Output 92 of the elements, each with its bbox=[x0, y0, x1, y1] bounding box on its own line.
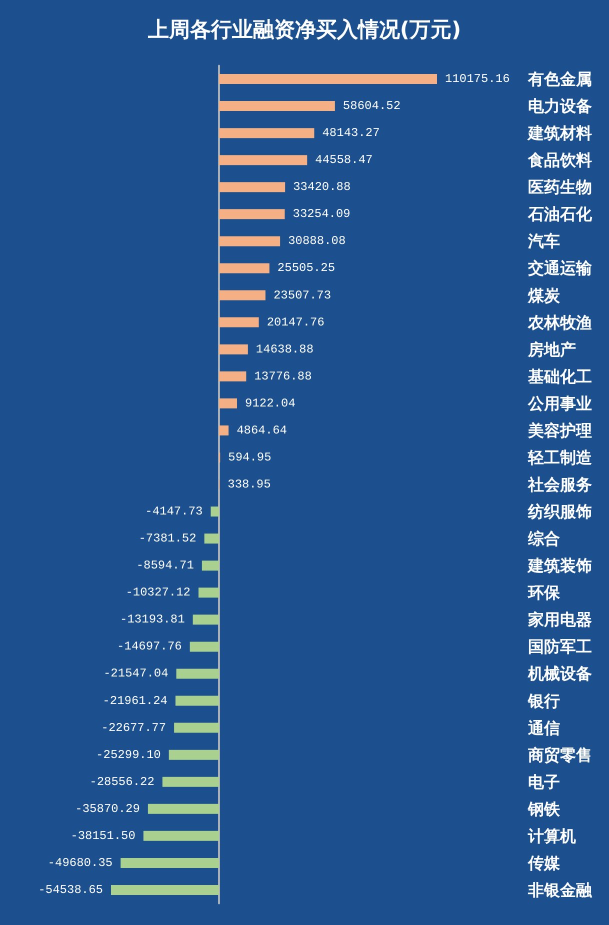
y-tick-label: 银行 bbox=[527, 691, 560, 710]
data-label: 23507.73 bbox=[273, 288, 332, 302]
y-tick-label: 计算机 bbox=[527, 826, 576, 846]
bar bbox=[218, 290, 266, 300]
y-tick-label: 电力设备 bbox=[528, 96, 592, 116]
data-label: -8594.71 bbox=[136, 558, 194, 573]
data-label: 594.95 bbox=[228, 450, 272, 464]
y-tick-label: 石油石化 bbox=[527, 204, 593, 224]
bar bbox=[174, 722, 219, 733]
y-tick-label: 环保 bbox=[527, 583, 561, 602]
bar bbox=[218, 209, 285, 220]
data-label: 4864.64 bbox=[236, 423, 287, 438]
data-label: -14697.76 bbox=[117, 640, 182, 654]
bar bbox=[162, 776, 219, 787]
y-tick-label: 交通运输 bbox=[527, 258, 593, 278]
bar bbox=[218, 101, 335, 112]
data-label: 44558.47 bbox=[315, 153, 373, 168]
bar bbox=[111, 884, 219, 895]
bar bbox=[218, 182, 286, 192]
y-tick-label: 建筑装饰 bbox=[526, 556, 592, 576]
y-tick-label: 房地产 bbox=[527, 340, 576, 359]
y-tick-label: 煤炭 bbox=[527, 286, 561, 305]
y-tick-label: 家用电器 bbox=[527, 610, 592, 630]
y-tick-label: 建筑材料 bbox=[526, 124, 592, 143]
data-label: -10327.12 bbox=[126, 586, 191, 600]
y-tick-label: 钢铁 bbox=[527, 799, 561, 818]
y-tick-label: 社会服务 bbox=[527, 475, 592, 494]
data-label: -49680.35 bbox=[48, 856, 113, 870]
data-label: -21547.04 bbox=[103, 666, 168, 681]
bar bbox=[192, 614, 219, 625]
y-tick-label: 通信 bbox=[527, 718, 560, 738]
y-tick-label: 传媒 bbox=[527, 853, 561, 872]
y-tick-label: 美容护理 bbox=[527, 420, 592, 440]
data-label: 25505.25 bbox=[277, 261, 336, 276]
y-tick-label: 非银金融 bbox=[527, 880, 593, 900]
data-label: 33254.09 bbox=[292, 207, 350, 222]
bar bbox=[143, 830, 219, 841]
y-tick-label: 纺织服饰 bbox=[527, 502, 592, 522]
bar bbox=[218, 128, 314, 138]
data-label: 13776.88 bbox=[254, 369, 312, 384]
bar bbox=[202, 560, 219, 571]
data-label: 58604.52 bbox=[342, 99, 401, 114]
data-label: -4147.73 bbox=[145, 504, 203, 519]
data-label: 30888.08 bbox=[288, 234, 346, 248]
data-label: -35870.29 bbox=[75, 802, 140, 816]
y-tick-label: 综合 bbox=[527, 529, 560, 548]
data-label: -25299.10 bbox=[96, 748, 161, 762]
y-tick-label: 医药生物 bbox=[528, 178, 592, 197]
bar bbox=[218, 155, 308, 166]
data-label: 20147.76 bbox=[266, 315, 324, 330]
y-tick-label: 国防军工 bbox=[528, 637, 592, 656]
bar bbox=[218, 74, 437, 84]
bar bbox=[175, 696, 219, 706]
data-label: -54538.65 bbox=[38, 882, 103, 897]
data-label: -7381.52 bbox=[138, 532, 196, 546]
bar bbox=[168, 750, 219, 760]
data-label: 110175.16 bbox=[445, 72, 510, 86]
bar bbox=[148, 804, 219, 814]
y-tick-label: 农林牧渔 bbox=[527, 312, 592, 332]
data-label: -13193.81 bbox=[120, 612, 185, 627]
y-tick-label: 公用事业 bbox=[527, 394, 592, 413]
data-label: 33420.88 bbox=[293, 180, 351, 194]
bar bbox=[218, 263, 270, 274]
bar bbox=[218, 425, 229, 436]
data-label: -28556.22 bbox=[90, 774, 154, 789]
y-tick-label: 汽车 bbox=[527, 232, 560, 251]
y-tick-label: 基础化工 bbox=[527, 366, 592, 386]
data-label: -21961.24 bbox=[102, 694, 168, 708]
y-tick-label: 机械设备 bbox=[527, 664, 592, 684]
data-label: 14638.88 bbox=[256, 342, 314, 356]
y-tick-label: 有色金属 bbox=[527, 70, 592, 89]
bar bbox=[218, 317, 259, 328]
bar bbox=[218, 236, 280, 246]
data-label: 9122.04 bbox=[244, 396, 296, 410]
bar bbox=[218, 398, 237, 408]
bar bbox=[210, 506, 219, 517]
bar bbox=[120, 858, 219, 868]
data-label: -38151.50 bbox=[70, 828, 136, 843]
bar bbox=[190, 642, 219, 652]
data-label: 48143.27 bbox=[322, 126, 380, 140]
data-label: 338.95 bbox=[228, 478, 271, 492]
y-tick-label: 商贸零售 bbox=[527, 745, 592, 764]
bar bbox=[176, 668, 219, 679]
y-tick-label: 电子 bbox=[528, 772, 560, 792]
bar bbox=[198, 588, 219, 598]
chart-title: 上周各行业融资净买入情况(万元) bbox=[146, 18, 462, 42]
y-tick-label: 轻工制造 bbox=[527, 448, 593, 467]
y-tick-label: 食品饮料 bbox=[527, 150, 592, 170]
bar bbox=[204, 534, 219, 544]
bar bbox=[218, 371, 246, 382]
data-label: -22677.77 bbox=[101, 720, 166, 735]
bar bbox=[218, 344, 248, 354]
